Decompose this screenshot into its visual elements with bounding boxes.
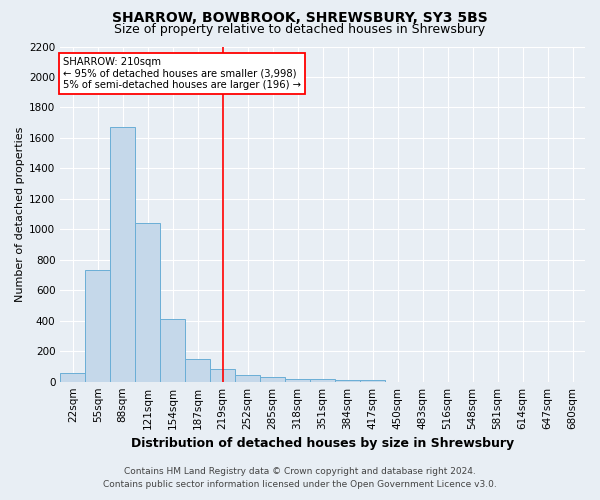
Y-axis label: Number of detached properties: Number of detached properties: [15, 126, 25, 302]
Text: Size of property relative to detached houses in Shrewsbury: Size of property relative to detached ho…: [115, 22, 485, 36]
Bar: [60, 374, 85, 382]
Bar: [185, 359, 210, 382]
Bar: [260, 377, 285, 382]
Text: Contains HM Land Registry data © Crown copyright and database right 2024.
Contai: Contains HM Land Registry data © Crown c…: [103, 467, 497, 489]
Bar: [335, 380, 360, 382]
Text: SHARROW: 210sqm
← 95% of detached houses are smaller (3,998)
5% of semi-detached: SHARROW: 210sqm ← 95% of detached houses…: [63, 56, 301, 90]
Bar: [85, 270, 110, 382]
Bar: [210, 370, 235, 382]
X-axis label: Distribution of detached houses by size in Shrewsbury: Distribution of detached houses by size …: [131, 437, 514, 450]
Bar: [110, 127, 135, 382]
Bar: [135, 223, 160, 382]
Bar: [310, 380, 335, 382]
Bar: [235, 375, 260, 382]
Bar: [160, 319, 185, 382]
Bar: [360, 380, 385, 382]
Bar: [285, 378, 310, 382]
Text: SHARROW, BOWBROOK, SHREWSBURY, SY3 5BS: SHARROW, BOWBROOK, SHREWSBURY, SY3 5BS: [112, 11, 488, 25]
